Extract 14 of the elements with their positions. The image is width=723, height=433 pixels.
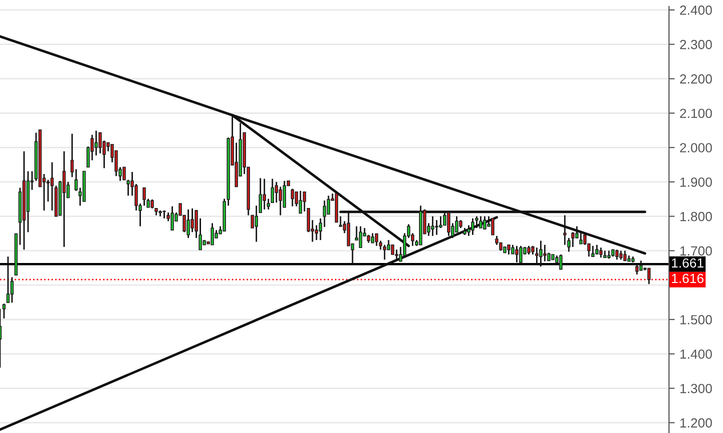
y-tick-label: 2.000 bbox=[680, 143, 712, 152]
ref-line-label: 1.661 bbox=[672, 258, 704, 268]
y-tick-label: 1.700 bbox=[680, 246, 712, 256]
y-tick-label: 1.200 bbox=[680, 418, 712, 428]
y-tick-label: 1.300 bbox=[680, 384, 712, 394]
y-tick-label: 2.200 bbox=[680, 74, 712, 84]
y-tick-label: 1.900 bbox=[680, 177, 712, 187]
y-tick-label: 1.400 bbox=[680, 349, 712, 359]
y-tick-label: 1.800 bbox=[680, 212, 712, 222]
ref-line-label: 1.616 bbox=[672, 274, 704, 284]
y-tick-label: 1.500 bbox=[680, 315, 712, 324]
y-tick-label: 2.400 bbox=[680, 6, 712, 15]
y-tick-label: 2.300 bbox=[680, 40, 712, 50]
y-tick-label: 2.100 bbox=[680, 108, 712, 118]
